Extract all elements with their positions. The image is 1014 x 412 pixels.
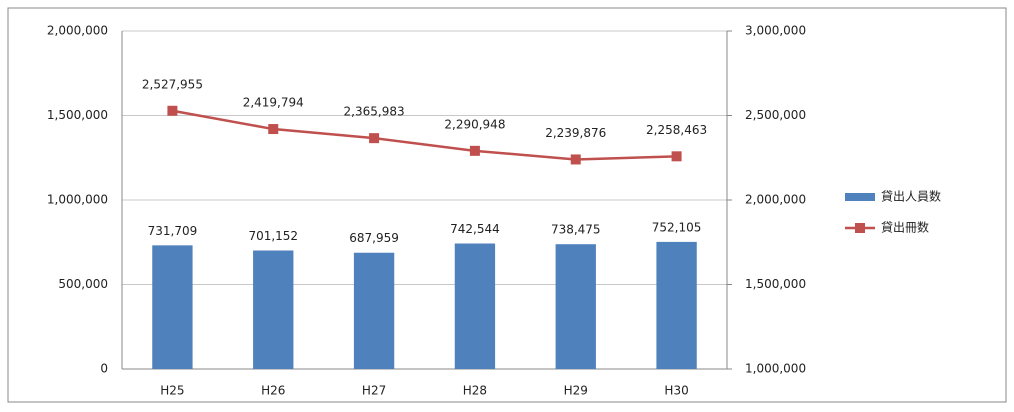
x-tick-label: H29	[564, 384, 588, 398]
data-label: 2,527,955	[142, 77, 203, 91]
data-label: 738,475	[551, 223, 601, 237]
line-marker	[570, 154, 581, 165]
bar	[454, 243, 496, 369]
bar	[253, 250, 294, 369]
y-tick-label: 500,000	[58, 277, 108, 291]
bar	[152, 245, 193, 369]
y-tick-label: 1,000,000	[47, 193, 108, 207]
bar	[555, 244, 596, 369]
legend-swatch	[855, 223, 865, 233]
data-label: 2,419,794	[243, 96, 304, 110]
y2-tick-label: 2,500,000	[745, 108, 806, 122]
x-tick-label: H30	[664, 384, 688, 398]
line-marker	[671, 151, 682, 162]
x-tick-label: H27	[362, 384, 386, 398]
data-label: 731,709	[148, 224, 198, 238]
bar	[353, 252, 395, 369]
y2-tick-label: 3,000,000	[745, 24, 806, 38]
data-label: 752,105	[652, 220, 702, 234]
legend-label: 貸出冊数	[881, 220, 929, 235]
line-marker	[167, 105, 178, 116]
line-marker	[369, 133, 380, 144]
data-label: 2,258,463	[646, 123, 707, 137]
y2-tick-label: 1,000,000	[745, 362, 806, 376]
bar	[656, 241, 697, 369]
x-tick-label: H25	[160, 384, 184, 398]
y-tick-label: 2,000,000	[47, 24, 108, 38]
data-label: 687,959	[349, 231, 399, 245]
x-tick-label: H28	[463, 384, 487, 398]
y-tick-label: 0	[100, 362, 108, 376]
data-label: 2,239,876	[545, 126, 606, 140]
line-marker	[469, 145, 480, 156]
line-marker	[268, 124, 279, 135]
y2-tick-label: 2,000,000	[745, 193, 806, 207]
data-label: 701,152	[248, 229, 298, 243]
y-tick-label: 1,500,000	[47, 108, 108, 122]
y2-tick-label: 1,500,000	[745, 277, 806, 291]
data-label: 2,290,948	[444, 117, 505, 131]
legend-swatch	[845, 193, 875, 201]
line	[172, 109, 677, 161]
data-label: 2,365,983	[344, 105, 405, 119]
data-label: 742,544	[450, 222, 500, 236]
x-tick-label: H26	[261, 384, 285, 398]
legend-label: 貸出人員数	[881, 189, 941, 204]
